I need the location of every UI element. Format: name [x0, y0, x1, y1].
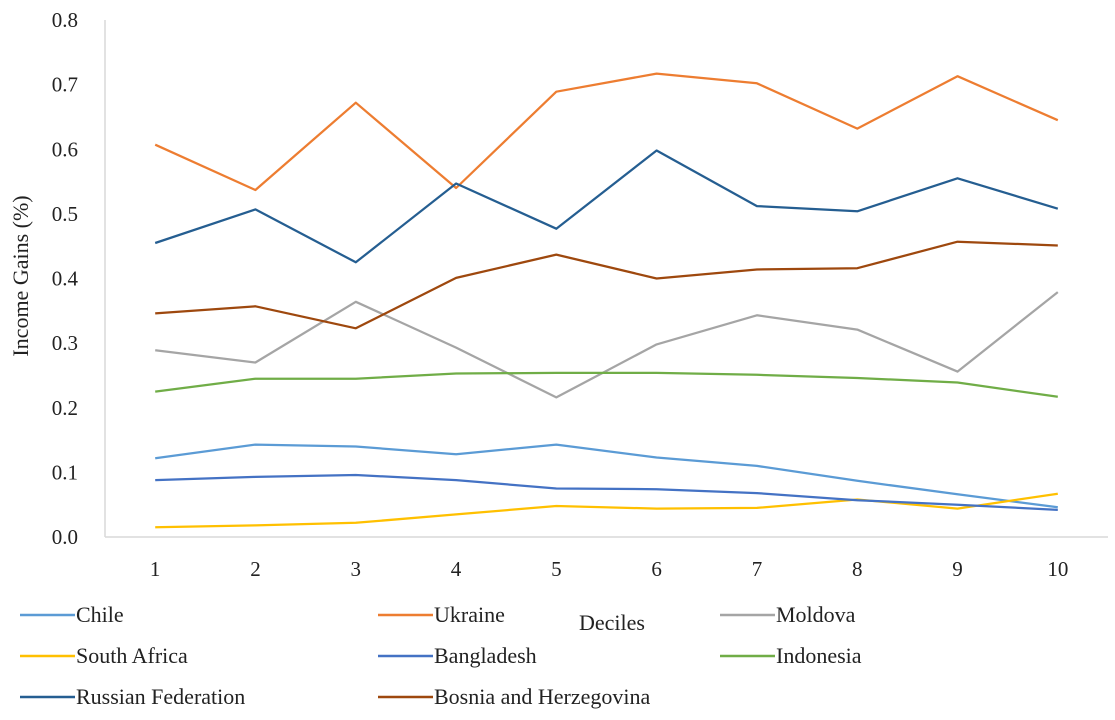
x-tick-label: 7 — [752, 557, 763, 581]
x-tick-label: 5 — [551, 557, 562, 581]
y-tick-label: 0.0 — [52, 525, 78, 549]
x-tick-label: 8 — [852, 557, 863, 581]
series-line-russian-federation — [154, 149, 1059, 264]
legend-label: Moldova — [776, 602, 856, 627]
y-tick-label: 0.3 — [52, 331, 78, 355]
series-line-moldova — [155, 291, 1059, 399]
y-axis-title: Income Gains (%) — [8, 195, 33, 356]
y-tick-label: 0.7 — [52, 73, 78, 97]
legend-item-chile: Chile — [20, 602, 124, 627]
y-tick-label: 0.8 — [52, 8, 78, 32]
legend-item-bosnia-and-herzegovina: Bosnia and Herzegovina — [378, 684, 650, 709]
legend-label: Ukraine — [434, 602, 505, 627]
y-tick-label: 0.5 — [52, 202, 78, 226]
legend-item-russian-federation: Russian Federation — [20, 684, 245, 709]
x-tick-label: 9 — [952, 557, 963, 581]
legend-label: South Africa — [76, 643, 188, 668]
legend: Chile Ukraine Moldova South Africa Banglades… — [20, 602, 862, 709]
legend-label: Russian Federation — [76, 684, 245, 709]
legend-label: Bangladesh — [434, 643, 537, 668]
legend-item-bangladesh: Bangladesh — [378, 643, 537, 668]
x-tick-label: 4 — [451, 557, 462, 581]
y-axis-ticks: 0.0 0.1 0.2 0.3 0.4 0.5 0.6 0.7 0.8 — [52, 8, 79, 549]
y-tick-label: 0.1 — [52, 460, 78, 484]
x-tick-label: 6 — [651, 557, 662, 581]
series-line-bangladesh — [155, 473, 1058, 512]
legend-item-ukraine: Ukraine — [378, 602, 505, 627]
legend-label: Indonesia — [776, 643, 862, 668]
x-axis-title: Deciles — [579, 610, 645, 635]
y-tick-label: 0.2 — [52, 396, 78, 420]
series-line-chile — [155, 443, 1058, 509]
series-line-bosnia-and-herzegovina — [155, 240, 1058, 330]
legend-label: Bosnia and Herzegovina — [434, 684, 650, 709]
x-axis-ticks: 1 2 3 4 5 6 7 8 9 10 — [150, 557, 1068, 581]
legend-label: Chile — [76, 602, 124, 627]
series-line-south-africa — [155, 492, 1058, 529]
x-tick-label: 3 — [351, 557, 362, 581]
series-line-indonesia — [155, 371, 1058, 398]
series-lines — [154, 72, 1059, 529]
x-tick-label: 1 — [150, 557, 161, 581]
x-tick-label: 2 — [250, 557, 261, 581]
y-tick-label: 0.6 — [52, 137, 78, 161]
y-tick-label: 0.4 — [52, 267, 79, 291]
series-line-ukraine — [154, 72, 1059, 192]
legend-item-moldova: Moldova — [720, 602, 856, 627]
legend-item-south-africa: South Africa — [20, 643, 188, 668]
x-tick-label: 10 — [1047, 557, 1068, 581]
legend-item-indonesia: Indonesia — [720, 643, 862, 668]
